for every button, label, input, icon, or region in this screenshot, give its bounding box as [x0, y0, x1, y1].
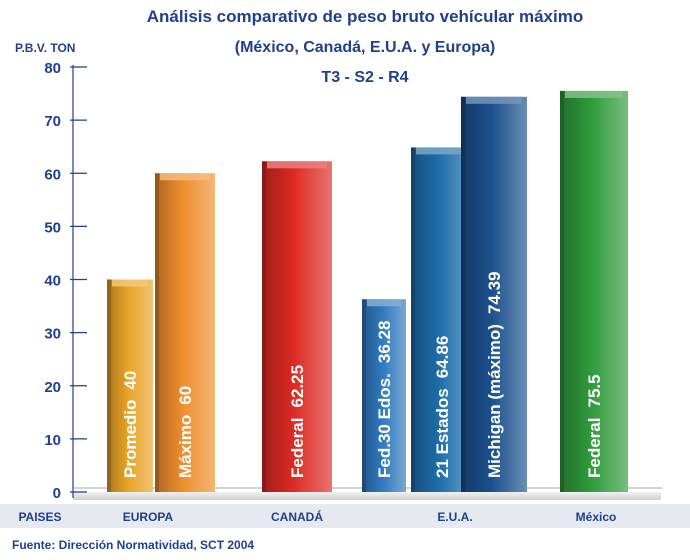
- bars: Promedio 40 Máximo 60 Federal 62.25 Fed.30 Edo…: [107, 90, 628, 492]
- chart-subtitle: (México, Canadá, E.U.A. y Europa): [235, 39, 496, 56]
- bar: [560, 90, 628, 492]
- bar-label: 21 Estados 64.86: [433, 336, 452, 478]
- chart-title: Análisis comparativo de peso bruto vehíc…: [147, 7, 583, 26]
- bar-group: Federal 62.25: [262, 161, 332, 492]
- bar-value-label: 36.28: [375, 321, 394, 364]
- bar-label: Máximo 60: [176, 386, 195, 478]
- bar: [262, 161, 332, 492]
- bar-category-label: Promedio: [121, 400, 140, 478]
- bar-label: Michigan (máximo) 74.39: [485, 271, 504, 478]
- bar-value-label: 75.5: [585, 374, 604, 407]
- x-axis-label: PAISES: [18, 510, 61, 524]
- axis-base: [73, 492, 661, 500]
- bar-top-bevel: [267, 161, 327, 169]
- y-axis-label: P.B.V. TON: [15, 41, 75, 55]
- bar-group: Fed.30 Edos. 36.28: [362, 299, 406, 492]
- x-axis-band: [0, 504, 690, 528]
- y-tick-label: 30: [44, 326, 61, 343]
- bar-value-label: 40: [121, 371, 140, 390]
- bar-label: Promedio 40: [121, 371, 140, 478]
- chart-subtitle-2: T3 - S2 - R4: [321, 69, 408, 86]
- bar-category-label: Máximo: [176, 415, 195, 478]
- y-tick-label: 0: [53, 485, 61, 502]
- bar-top-bevel: [565, 90, 623, 98]
- bar-top-bevel: [112, 279, 148, 287]
- bar-label: Federal 75.5: [585, 374, 604, 478]
- bar: [461, 96, 527, 492]
- source-note: Fuente: Dirección Normatividad, SCT 2004: [12, 538, 254, 552]
- x-tick-label: EUROPA: [123, 510, 174, 524]
- bar-group: Federal 75.5: [560, 90, 628, 492]
- bar: [107, 279, 153, 492]
- bar-category-label: Federal: [585, 418, 604, 478]
- x-tick-labels: EUROPA CANADÁ E.U.A. México: [123, 509, 617, 524]
- bar-edge: [560, 90, 564, 492]
- bar-group: Promedio 40: [107, 279, 153, 492]
- bar-value-label: 64.86: [433, 336, 452, 379]
- y-tick-label: 10: [44, 432, 61, 449]
- bar-category-label: Michigan (máximo): [485, 324, 504, 478]
- bar-label: Fed.30 Edos. 36.28: [375, 321, 394, 478]
- y-tick-label: 70: [44, 113, 61, 130]
- bar-category-label: 21 Estados: [433, 388, 452, 478]
- x-tick-label: E.U.A.: [437, 510, 472, 524]
- bar-top-bevel: [160, 173, 210, 181]
- bar: [155, 173, 215, 492]
- y-tick-label: 20: [44, 379, 61, 396]
- bar-label: Federal 62.25: [288, 365, 307, 478]
- bar-edge: [262, 161, 266, 492]
- bar: [362, 299, 406, 492]
- bar-edge: [461, 96, 465, 492]
- y-tick-label: 60: [44, 166, 61, 183]
- bar-category-label: Fed.30 Edos.: [375, 373, 394, 478]
- y-tick-label: 50: [44, 219, 61, 236]
- bar-top-bevel: [466, 96, 522, 104]
- bar-category-label: Federal: [288, 418, 307, 478]
- bar-value-label: 74.39: [485, 271, 504, 314]
- bar-value-label: 60: [176, 386, 195, 405]
- bar-edge: [155, 173, 159, 492]
- bar-group: Michigan (máximo) 74.39: [461, 96, 527, 492]
- bar-edge: [411, 147, 415, 492]
- bar-top-bevel: [416, 147, 468, 155]
- y-tick-label: 40: [44, 273, 61, 290]
- x-tick-label: CANADÁ: [271, 509, 323, 524]
- bar-value-label: 62.25: [288, 365, 307, 408]
- y-tick-label: 80: [44, 60, 61, 77]
- bar-edge: [107, 279, 111, 492]
- x-tick-label: México: [576, 510, 617, 524]
- bar-group: Máximo 60: [155, 173, 215, 492]
- bar-edge: [362, 299, 366, 492]
- plot-area: 0 10 20 30 40 50 60 70 80: [44, 60, 662, 502]
- bar-top-bevel: [367, 299, 401, 307]
